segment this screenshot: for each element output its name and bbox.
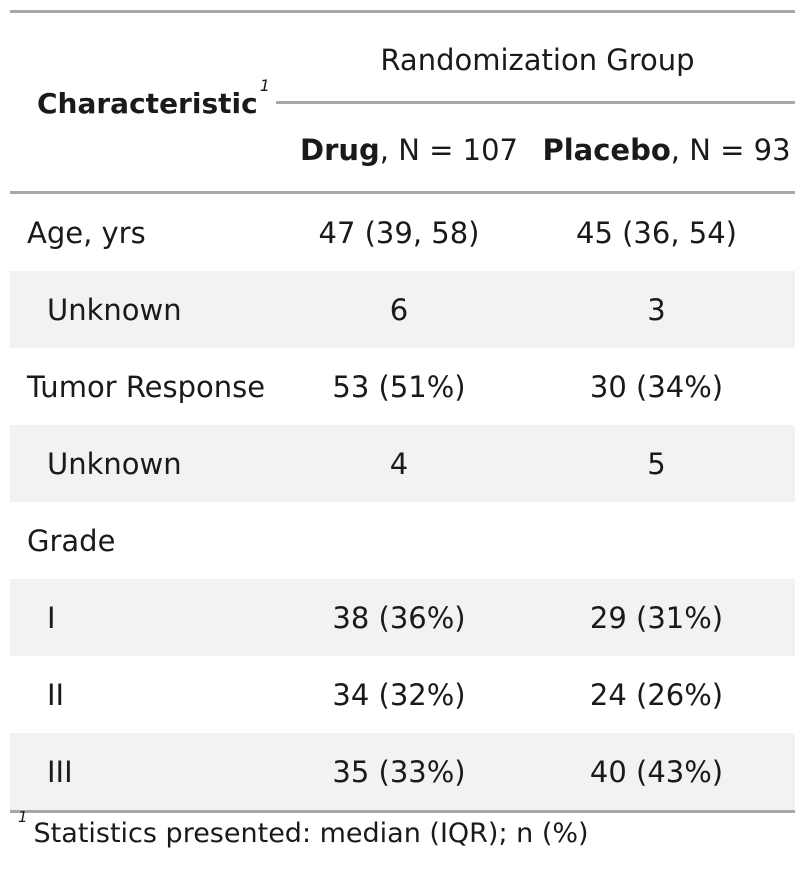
table-row: II 34 (32%) 24 (26%) (10, 656, 795, 733)
column-header-placebo-name: Placebo (542, 133, 671, 167)
table-header: Characteristic1 Randomization Group Drug… (10, 13, 795, 191)
table-row: Tumor Response 53 (51%) 30 (34%) (10, 348, 795, 425)
spanner-rule (276, 101, 795, 104)
column-header-placebo-n: , N = 93 (670, 133, 791, 167)
row-label: Age, yrs (27, 216, 146, 250)
cell-drug: 35 (33%) (332, 755, 466, 789)
characteristic-header: Characteristic1 (37, 76, 270, 120)
cell-placebo: 30 (34%) (589, 370, 724, 404)
row-label: III (47, 755, 73, 789)
table-row: Age, yrs 47 (39, 58) 45 (36, 54) (10, 194, 795, 271)
table-footnote: 1 Statistics presented: median (IQR); n (… (18, 808, 589, 849)
cell-drug: 38 (36%) (332, 601, 466, 635)
table-row: Grade (10, 502, 795, 579)
cell-drug: 34 (32%) (332, 678, 466, 712)
header-rule (10, 191, 795, 194)
table-row: Unknown 4 5 (10, 425, 795, 502)
cell-drug: 6 (389, 293, 409, 327)
cell-drug: 4 (389, 447, 409, 481)
cell-drug: 47 (39, 58) (318, 216, 480, 250)
footnote-text: Statistics presented: median (IQR); n (%… (33, 818, 589, 849)
cell-placebo: 40 (43%) (589, 755, 724, 789)
table-row: III 35 (33%) 40 (43%) (10, 733, 795, 810)
row-label: Grade (27, 524, 116, 558)
characteristic-header-label: Characteristic (37, 87, 258, 120)
row-label: Unknown (47, 447, 182, 481)
table-row: I 38 (36%) 29 (31%) (10, 579, 795, 656)
cell-placebo: 45 (36, 54) (576, 216, 737, 250)
characteristic-footnote-mark: 1 (259, 75, 270, 95)
row-label: II (47, 678, 65, 712)
row-label: I (47, 601, 56, 635)
cell-placebo: 29 (31%) (589, 601, 724, 635)
cell-drug: 53 (51%) (332, 370, 466, 404)
row-label: Tumor Response (27, 370, 266, 404)
column-header-drug-n: , N = 107 (379, 133, 518, 167)
bottom-rule (10, 810, 795, 813)
column-header-placebo: Placebo, N = 93 (538, 133, 795, 167)
summary-table: Characteristic1 Randomization Group Drug… (10, 10, 795, 813)
randomization-group-spanner: Randomization Group (380, 43, 695, 77)
row-label: Unknown (47, 293, 182, 327)
cell-placebo: 24 (26%) (589, 678, 724, 712)
table-body: Age, yrs 47 (39, 58) 45 (36, 54) Unknown… (10, 194, 795, 810)
cell-placebo: 5 (647, 447, 666, 481)
cell-placebo: 3 (647, 293, 666, 327)
top-rule (10, 10, 795, 13)
column-header-drug-name: Drug (300, 133, 380, 167)
footnote-mark: 1 (18, 808, 28, 826)
table-row: Unknown 6 3 (10, 271, 795, 348)
column-header-drug: Drug, N = 107 (280, 133, 538, 167)
